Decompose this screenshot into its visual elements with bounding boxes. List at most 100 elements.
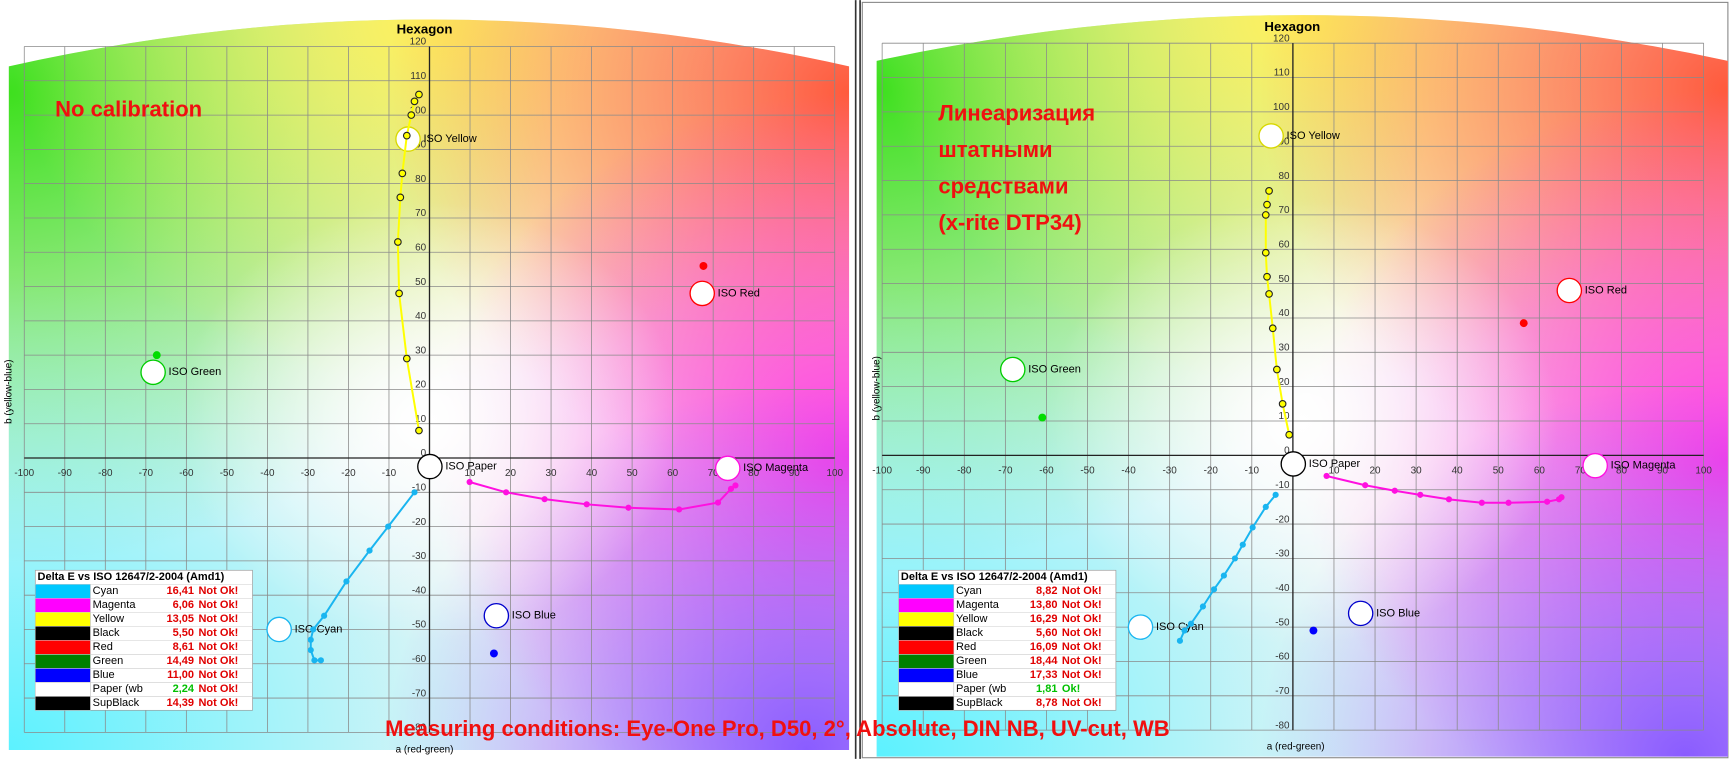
data-point xyxy=(311,657,318,664)
color-swatch xyxy=(898,597,955,613)
x-tick-label: 10 xyxy=(465,468,477,479)
x-tick-label: 70 xyxy=(1575,465,1587,476)
data-point xyxy=(1261,211,1270,219)
x-tick-label: 50 xyxy=(627,468,639,479)
data-point xyxy=(1544,498,1551,505)
iso-target xyxy=(714,455,741,482)
table-title: Delta E vs ISO 12647/2-2004 (Amd1) xyxy=(37,571,224,583)
row-value: 8,61 xyxy=(173,641,194,653)
iso-target xyxy=(1258,123,1284,149)
series-line xyxy=(309,491,416,662)
target-label: ISO Red xyxy=(718,287,760,299)
data-point xyxy=(402,131,411,140)
row-name: Blue xyxy=(93,669,115,681)
color-swatch xyxy=(35,682,91,697)
iso-target xyxy=(140,359,166,386)
row-value: 18,44 xyxy=(1030,655,1058,667)
chart-title: Hexagon xyxy=(1264,19,1320,34)
table-title: Delta E vs ISO 12647/2-2004 (Amd1) xyxy=(901,571,1088,583)
row-status: Not Ok! xyxy=(198,655,238,667)
y-tick-label: -80 xyxy=(412,723,427,734)
y-tick-label: 50 xyxy=(1279,274,1291,285)
iso-target xyxy=(483,602,510,629)
target-label: ISO Paper xyxy=(445,460,497,472)
y-tick-label: 100 xyxy=(1273,102,1290,113)
data-point xyxy=(625,504,632,511)
color-swatch xyxy=(898,654,955,669)
color-swatch xyxy=(35,611,91,627)
data-point xyxy=(1220,572,1227,579)
x-tick-label: 80 xyxy=(748,468,760,479)
data-point xyxy=(1362,482,1369,489)
iso-target xyxy=(417,453,443,480)
y-tick-label: 100 xyxy=(410,105,427,116)
annotation: средствами xyxy=(938,173,1068,198)
row-status: Not Ok! xyxy=(198,641,238,653)
data-point xyxy=(395,289,403,298)
data-point xyxy=(1272,491,1279,498)
y-tick-label: -20 xyxy=(412,517,427,528)
x-tick-label: -50 xyxy=(220,468,235,479)
target-label: ISO Cyan xyxy=(1156,621,1204,633)
row-name: Black xyxy=(956,627,983,639)
data-point xyxy=(1391,487,1398,494)
data-point xyxy=(343,578,350,585)
iso-target xyxy=(266,616,292,643)
x-tick-label: -30 xyxy=(1163,465,1178,476)
data-point xyxy=(1558,494,1565,501)
target-label: ISO Paper xyxy=(1309,458,1361,470)
y-tick-label: 120 xyxy=(410,37,427,48)
y-tick-label: -40 xyxy=(412,585,427,596)
color-swatch xyxy=(35,654,91,669)
data-point xyxy=(1239,541,1246,548)
color-swatch xyxy=(898,696,955,711)
data-point xyxy=(407,111,416,119)
target-label: ISO Blue xyxy=(1376,607,1420,619)
color-swatch xyxy=(35,696,91,711)
x-tick-label: -100 xyxy=(872,465,892,476)
y-tick-label: -30 xyxy=(1275,549,1290,560)
row-name: Magenta xyxy=(956,599,1000,611)
y-tick-label: 40 xyxy=(415,311,427,322)
y-tick-label: -20 xyxy=(1275,514,1290,525)
y-tick-label: 110 xyxy=(410,71,426,82)
row-value: 2,24 xyxy=(173,683,195,695)
y-tick-label: -40 xyxy=(1275,583,1290,594)
y-tick-label: 80 xyxy=(1279,171,1291,182)
data-point xyxy=(317,657,324,664)
data-point xyxy=(152,351,161,360)
target-label: ISO Red xyxy=(1585,284,1627,296)
x-tick-label: 70 xyxy=(708,468,720,479)
y-tick-label: 0 xyxy=(1284,446,1290,457)
data-point xyxy=(1210,586,1218,593)
x-tick-label: 30 xyxy=(1411,465,1423,476)
color-swatch xyxy=(898,668,955,683)
x-tick-label: -90 xyxy=(916,465,931,476)
row-name: SupBlack xyxy=(956,697,1003,709)
row-status: Not Ok! xyxy=(1062,641,1102,653)
target-label: ISO Yellow xyxy=(1287,130,1340,142)
data-point xyxy=(541,496,548,503)
x-tick-label: -10 xyxy=(1245,465,1260,476)
y-tick-label: 120 xyxy=(1273,33,1290,44)
row-name: Blue xyxy=(956,669,978,681)
data-point xyxy=(396,193,405,202)
row-value: 11,00 xyxy=(167,669,194,681)
y-tick-label: 90 xyxy=(1279,136,1291,147)
x-tick-label: 90 xyxy=(1657,465,1669,476)
series-line xyxy=(1264,190,1291,435)
target-label: ISO Magenta xyxy=(1611,460,1677,472)
y-tick-label: -50 xyxy=(412,620,427,631)
data-point xyxy=(466,478,473,486)
data-point xyxy=(398,169,407,178)
data-point xyxy=(321,612,328,619)
y-tick-label: 30 xyxy=(415,345,427,356)
row-status: Not Ok! xyxy=(198,683,238,695)
iso-target xyxy=(1127,614,1154,640)
data-point xyxy=(1285,430,1294,439)
color-swatch xyxy=(898,682,955,697)
y-tick-label: -50 xyxy=(1275,617,1290,628)
data-point xyxy=(727,485,735,492)
target-label: ISO Blue xyxy=(512,610,556,622)
target-label: ISO Yellow xyxy=(423,133,476,145)
